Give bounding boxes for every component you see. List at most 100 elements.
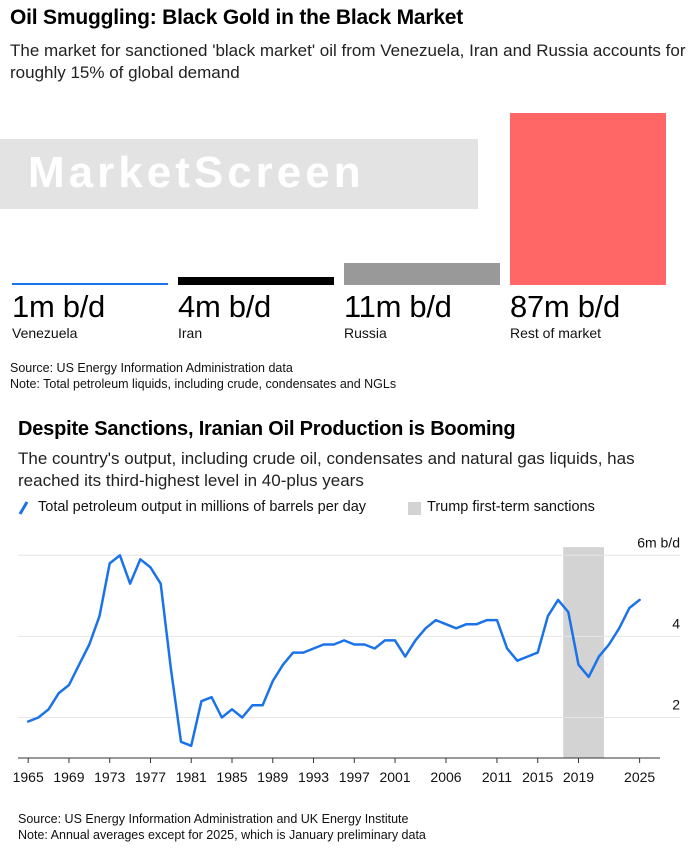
bar-label-iran: Iran <box>178 325 203 341</box>
line-chart-subtitle: The country's output, including crude oi… <box>18 449 635 490</box>
data-point-2019 <box>577 663 580 666</box>
x-tick-label-2019: 2019 <box>563 769 594 785</box>
watermark-banner <box>0 139 478 209</box>
bar-rest <box>510 113 666 285</box>
x-tick-label-1981: 1981 <box>176 769 207 785</box>
y-tick-label-6: 6m b/d <box>637 534 680 550</box>
data-point-1989 <box>271 680 274 682</box>
bar-russia <box>344 263 500 285</box>
y-tick-label-4: 4 <box>672 615 680 631</box>
data-point-2023 <box>618 627 621 630</box>
data-point-2001 <box>394 639 396 642</box>
data-point-2008 <box>465 623 468 626</box>
data-point-1969 <box>68 684 70 686</box>
data-point-1985 <box>231 708 233 711</box>
data-point-2024 <box>628 607 631 609</box>
chart-subtitle: The market for sanctioned 'black market'… <box>10 41 686 82</box>
x-tick-label-1997: 1997 <box>339 769 370 785</box>
line-note: Note: Annual averages except for 2025, w… <box>18 828 426 842</box>
data-point-2015 <box>536 651 539 654</box>
data-point-2013 <box>516 659 519 662</box>
data-point-1984 <box>220 716 223 719</box>
bar-note: Note: Total petroleum liquids, including… <box>10 377 397 391</box>
data-point-1973 <box>108 562 111 565</box>
x-tick-label-2011: 2011 <box>482 769 512 785</box>
x-tick-label-1989: 1989 <box>257 769 288 785</box>
data-point-1979 <box>169 667 172 670</box>
data-point-2005 <box>434 619 437 622</box>
data-point-2021 <box>597 655 600 658</box>
data-point-2010 <box>485 619 488 622</box>
data-point-1976 <box>139 558 142 561</box>
data-point-1982 <box>200 700 203 703</box>
data-point-1981 <box>190 744 193 747</box>
data-point-1986 <box>241 716 244 719</box>
bar-label-russia: Russia <box>344 325 387 341</box>
x-tick-label-1969: 1969 <box>53 769 84 785</box>
data-point-2011 <box>496 619 498 622</box>
data-point-2002 <box>404 655 407 658</box>
data-point-1975 <box>129 582 131 585</box>
bar-value-venezuela: 1m b/d <box>12 289 105 324</box>
data-point-1994 <box>322 643 325 646</box>
data-point-2016 <box>547 615 549 617</box>
x-tick-label-1965: 1965 <box>13 769 44 785</box>
data-point-2004 <box>424 627 427 630</box>
line-chart-title: Despite Sanctions, Iranian Oil Productio… <box>18 418 516 440</box>
x-tick-label-2006: 2006 <box>430 769 461 785</box>
data-point-1967 <box>47 708 50 711</box>
bar-value-rest: 87m b/d <box>510 289 620 324</box>
y-tick-label-2: 2 <box>672 696 680 712</box>
bar-label-rest: Rest of market <box>510 325 602 341</box>
watermark-text: MarketScreen <box>28 148 365 197</box>
data-point-1999 <box>373 647 376 650</box>
data-point-2022 <box>608 643 610 646</box>
data-point-2006 <box>445 623 447 626</box>
bar-value-russia: 11m b/d <box>344 289 452 324</box>
x-tick-label-2001: 2001 <box>379 769 410 785</box>
data-point-1988 <box>261 704 264 707</box>
data-point-1997 <box>353 643 356 646</box>
x-tick-label-1993: 1993 <box>298 769 329 785</box>
data-point-1978 <box>159 582 162 585</box>
bar-value-iran: 4m b/d <box>178 289 271 324</box>
data-point-2009 <box>475 623 478 626</box>
data-point-2025 <box>638 598 641 601</box>
line-source: Source: US Energy Information Administra… <box>18 812 409 826</box>
data-point-2012 <box>506 647 509 650</box>
data-point-1990 <box>282 663 284 666</box>
data-point-2014 <box>526 655 529 658</box>
data-point-2017 <box>557 598 559 601</box>
chart-title: Oil Smuggling: Black Gold in the Black M… <box>10 6 464 29</box>
data-point-1974 <box>119 554 121 557</box>
data-point-1971 <box>88 643 91 646</box>
data-point-1991 <box>292 651 295 654</box>
bar-iran <box>178 277 334 285</box>
x-tick-label-2015: 2015 <box>522 769 553 785</box>
data-point-1972 <box>98 615 101 617</box>
data-point-1965 <box>27 720 30 723</box>
data-point-2018 <box>567 611 570 613</box>
data-point-1996 <box>343 639 345 642</box>
bar-label-venezuela: Venezuela <box>12 325 78 341</box>
data-point-1970 <box>78 663 81 666</box>
legend-box-label: Trump first-term sanctions <box>427 499 595 515</box>
data-point-1993 <box>312 647 315 650</box>
data-point-2000 <box>383 639 386 642</box>
data-point-2003 <box>414 639 417 642</box>
data-point-1998 <box>363 643 366 646</box>
x-tick-label-1973: 1973 <box>94 769 125 785</box>
data-point-1983 <box>210 696 213 699</box>
x-tick-label-2025: 2025 <box>624 769 655 785</box>
data-point-1980 <box>180 740 182 743</box>
data-point-1992 <box>302 651 305 654</box>
data-point-2007 <box>455 627 458 630</box>
data-point-1995 <box>333 643 335 646</box>
bar-source: Source: US Energy Information Administra… <box>10 361 293 375</box>
sanctions-shaded-region <box>563 547 604 758</box>
bar-venezuela <box>12 283 168 285</box>
data-point-1977 <box>149 566 152 569</box>
data-point-1987 <box>251 704 254 707</box>
x-tick-label-1985: 1985 <box>216 769 247 785</box>
